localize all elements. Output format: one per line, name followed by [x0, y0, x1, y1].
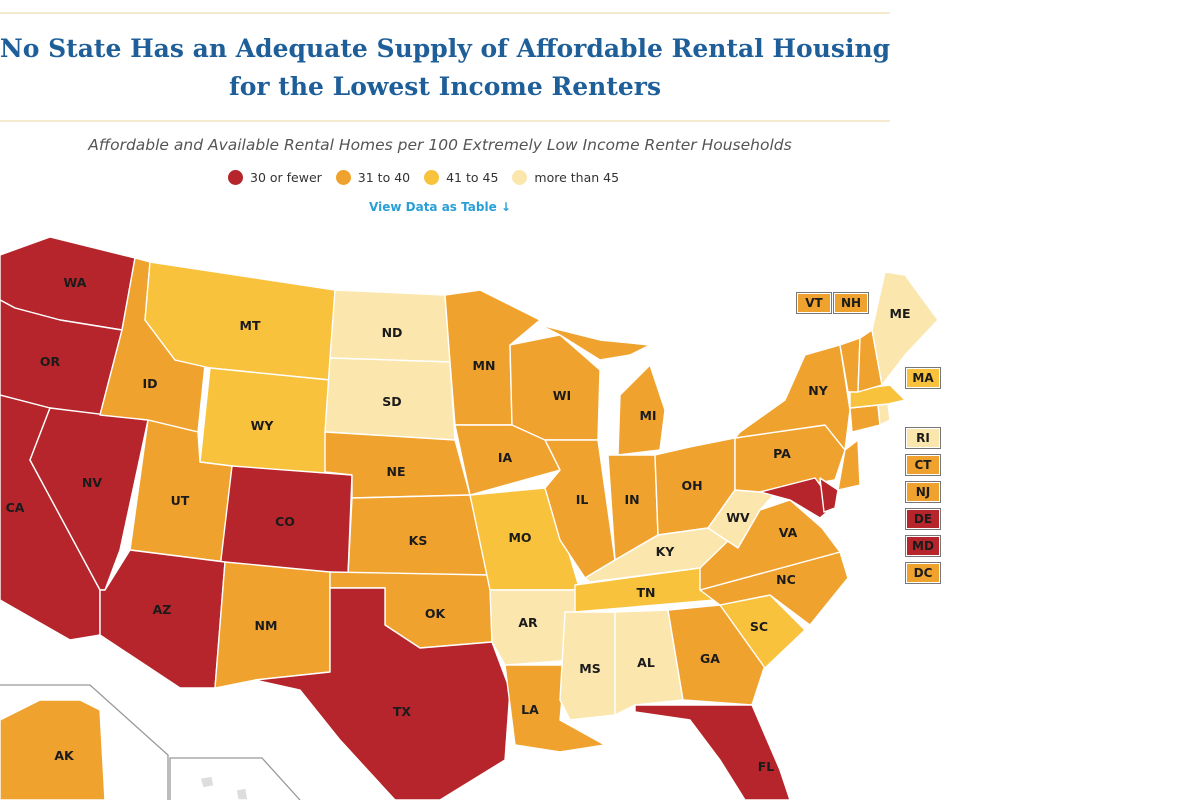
state-ct[interactable]: [849, 404, 881, 433]
state-label-ks: KS: [409, 533, 428, 548]
state-label-tx: TX: [393, 704, 412, 719]
callout-vt[interactable]: VT: [796, 292, 832, 314]
state-il[interactable]: [544, 439, 616, 579]
state-label-ky: KY: [656, 544, 676, 559]
state-mi[interactable]: [539, 324, 651, 361]
state-label-nd: ND: [382, 325, 403, 340]
state-labels: WA OR CA NV ID MT WY UT CO AZ NM ND SD N…: [6, 275, 911, 774]
state-label-ia: IA: [498, 450, 513, 465]
state-label-sd: SD: [382, 394, 401, 409]
legend: 30 or fewer 31 to 40 41 to 45 more than …: [228, 166, 633, 188]
state-label-mt: MT: [240, 318, 261, 333]
legend-swatch: [424, 169, 440, 185]
state-label-ar: AR: [518, 615, 538, 630]
callout-ri[interactable]: RI: [905, 427, 941, 449]
state-ga[interactable]: [667, 604, 766, 706]
state-label-ga: GA: [700, 651, 720, 666]
state-label-co: CO: [275, 514, 295, 529]
state-hi-island[interactable]: [199, 775, 215, 789]
state-ar[interactable]: [489, 589, 581, 666]
state-label-tn: TN: [637, 585, 656, 600]
legend-label: 30 or fewer: [250, 169, 322, 185]
legend-item-more-than-45: more than 45: [512, 169, 620, 185]
map-subtitle: Affordable and Available Rental Homes pe…: [88, 136, 792, 154]
state-label-ne: NE: [386, 464, 405, 479]
state-label-ok: OK: [425, 606, 447, 621]
state-label-id: ID: [142, 376, 157, 391]
state-label-az: AZ: [153, 602, 172, 617]
legend-item-41-to-45: 41 to 45: [424, 169, 499, 185]
title-rule: [0, 120, 890, 122]
state-label-ny: NY: [808, 383, 828, 398]
state-label-nv: NV: [82, 475, 102, 490]
state-label-wa: WA: [64, 275, 87, 290]
inset-frame-alaska: [0, 684, 169, 800]
state-label-la: LA: [521, 702, 539, 717]
state-label-va: VA: [779, 525, 798, 540]
state-label-il: IL: [576, 492, 589, 507]
state-label-pa: PA: [773, 446, 791, 461]
state-label-mn: MN: [473, 358, 496, 373]
legend-label: more than 45: [534, 169, 620, 185]
state-label-me: ME: [890, 306, 911, 321]
state-fl[interactable]: [634, 704, 791, 800]
callout-dc[interactable]: DC: [905, 562, 941, 584]
inset-frame-hawaii: [169, 757, 301, 800]
state-tx[interactable]: [254, 587, 511, 800]
legend-item-31-to-40: 31 to 40: [335, 169, 411, 185]
callout-nh[interactable]: NH: [833, 292, 869, 314]
state-az[interactable]: [99, 549, 226, 689]
legend-label: 41 to 45: [446, 169, 499, 185]
state-label-ms: MS: [579, 661, 600, 676]
state-ri[interactable]: [877, 403, 891, 426]
state-nj[interactable]: [837, 439, 861, 491]
callout-md[interactable]: MD: [905, 535, 941, 557]
top-rule: [0, 12, 890, 14]
state-label-in: IN: [624, 492, 639, 507]
legend-label: 31 to 40: [357, 169, 411, 185]
state-label-ut: UT: [171, 493, 190, 508]
callout-ct[interactable]: CT: [905, 454, 941, 476]
state-label-nm: NM: [255, 618, 278, 633]
state-md[interactable]: [759, 477, 836, 519]
state-label-ak: AK: [54, 748, 75, 763]
state-label-ca: CA: [6, 500, 25, 515]
state-label-wi: WI: [553, 388, 571, 403]
state-label-or: OR: [40, 354, 61, 369]
callout-nj[interactable]: NJ: [905, 481, 941, 503]
legend-swatch: [512, 169, 528, 185]
state-de[interactable]: [819, 477, 839, 513]
state-hi-island[interactable]: [235, 787, 249, 800]
state-label-wv: WV: [726, 510, 750, 525]
state-label-sc: SC: [750, 619, 768, 634]
callout-ma[interactable]: MA: [905, 367, 941, 389]
page-title: No State Has an Adequate Supply of Affor…: [0, 34, 891, 101]
states-layer: [0, 236, 939, 800]
state-label-mi: MI: [639, 408, 656, 423]
state-ms[interactable]: [559, 611, 616, 721]
legend-swatch: [335, 169, 351, 185]
state-mi-lower[interactable]: [617, 364, 666, 456]
state-label-al: AL: [637, 655, 655, 670]
state-label-nc: NC: [776, 572, 796, 587]
legend-swatch: [228, 169, 243, 185]
legend-item-30-or-fewer: 30 or fewer: [228, 169, 322, 185]
state-label-oh: OH: [681, 478, 702, 493]
state-label-wy: WY: [251, 418, 275, 433]
state-label-fl: FL: [758, 759, 775, 774]
state-ak[interactable]: [0, 699, 106, 800]
view-data-as-table-link[interactable]: View Data as Table ↓: [369, 200, 511, 214]
state-al[interactable]: [614, 609, 684, 716]
callout-de[interactable]: DE: [905, 508, 941, 530]
state-me[interactable]: [871, 271, 939, 386]
state-label-mo: MO: [508, 530, 531, 545]
